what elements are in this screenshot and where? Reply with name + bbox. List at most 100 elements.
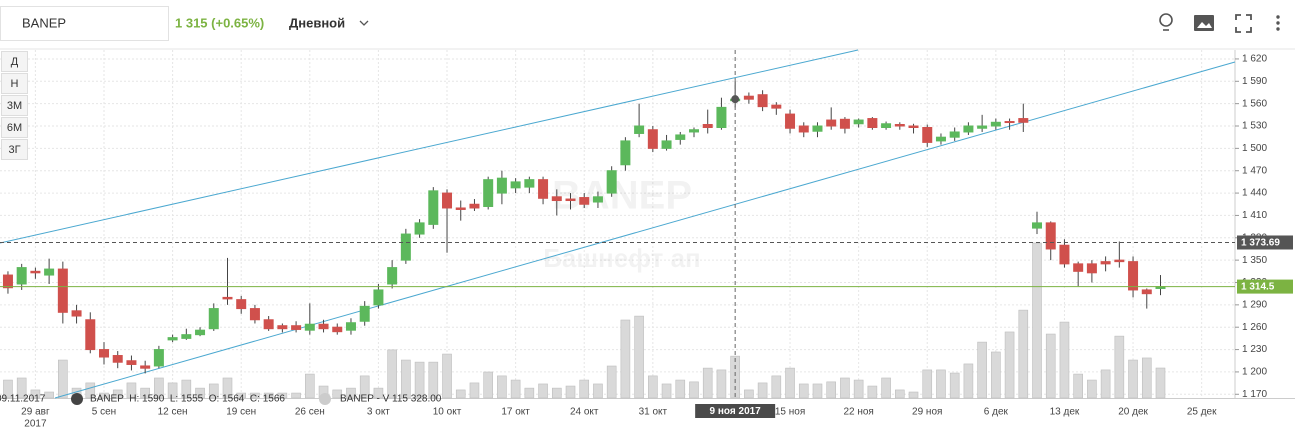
snapshot-icon[interactable] xyxy=(1194,15,1214,31)
volume-bar xyxy=(936,369,946,399)
candle-body xyxy=(208,308,219,330)
volume-bar xyxy=(1100,369,1111,399)
crosshair-point xyxy=(731,95,740,104)
range-button[interactable] xyxy=(1,73,28,94)
volume-bar xyxy=(538,383,548,399)
candle-body xyxy=(812,125,823,132)
volume-bar xyxy=(826,381,836,399)
y-tick-label: 1 560 xyxy=(1242,98,1267,109)
candle-body xyxy=(839,118,850,129)
candle-body xyxy=(1128,261,1139,291)
candle-body xyxy=(496,177,507,194)
volume-bar xyxy=(305,373,315,399)
idea-icon[interactable] xyxy=(1159,13,1173,31)
volume-bar xyxy=(222,377,233,399)
volume-bar xyxy=(85,382,96,399)
candle-body xyxy=(1018,118,1029,123)
range-button-label[interactable]: Н xyxy=(11,78,19,90)
crosshair-label-box xyxy=(695,404,776,418)
channel-line-lower[interactable] xyxy=(54,61,1236,399)
volume-bar xyxy=(1087,379,1097,399)
volume-bar xyxy=(167,382,178,399)
candle-body xyxy=(30,270,41,274)
candle-body xyxy=(716,106,727,128)
x-tick-label: 22 ноя xyxy=(843,407,873,418)
x-tick-label: 24 окт xyxy=(570,407,599,418)
range-button-label[interactable]: 6М xyxy=(7,122,22,134)
candle-body xyxy=(455,207,466,210)
volume-bar xyxy=(1032,242,1042,399)
range-button[interactable] xyxy=(1,117,28,138)
volume-bar xyxy=(785,367,795,399)
volume-bar xyxy=(744,389,754,399)
x-tick-label: 20 дек xyxy=(1118,407,1148,418)
channel-line-upper[interactable] xyxy=(0,49,859,244)
volume-bar xyxy=(3,379,13,399)
volume-bar xyxy=(401,359,411,399)
volume-bar xyxy=(977,341,987,399)
volume-bar xyxy=(332,389,343,399)
candle-body xyxy=(126,360,137,365)
y-tick-label: 1 410 xyxy=(1242,210,1267,221)
candle-body xyxy=(949,131,960,138)
volume-bar xyxy=(263,392,274,399)
candle-body xyxy=(908,125,919,128)
candle-body xyxy=(428,190,439,225)
candle-body xyxy=(1045,222,1056,250)
candle-body xyxy=(771,104,782,109)
price-line-label: 1 314.5 xyxy=(1241,282,1275,293)
y-tick-label: 1 530 xyxy=(1242,121,1267,132)
volume-bar xyxy=(840,377,850,399)
volume-bar xyxy=(922,369,933,399)
volume-bar xyxy=(908,391,919,399)
volume-bar xyxy=(689,381,699,399)
volume-bar xyxy=(1141,357,1152,399)
candle-body xyxy=(71,310,82,317)
y-tick-label: 1 470 xyxy=(1242,165,1267,176)
candle-body xyxy=(304,323,315,331)
volume-bar xyxy=(469,382,480,399)
candle-body xyxy=(1032,222,1043,229)
range-button[interactable] xyxy=(1,51,28,72)
range-button-label[interactable]: Д xyxy=(11,56,19,68)
y-tick-label: 1 200 xyxy=(1242,367,1267,378)
candle-body xyxy=(359,305,370,322)
volume-bar xyxy=(634,315,644,399)
symbol-input[interactable] xyxy=(0,6,169,41)
volume-bar xyxy=(991,351,1001,399)
candle-body xyxy=(565,198,576,202)
x-tick-label: 15 ноя xyxy=(775,407,805,418)
crosshair-label: 9 ноя 2017 xyxy=(710,406,762,417)
volume-bar xyxy=(30,389,41,399)
menu-icon[interactable] xyxy=(1276,15,1280,31)
volume-bar xyxy=(620,319,631,399)
candle-body xyxy=(16,267,27,285)
y-tick-label: 1 590 xyxy=(1242,76,1267,87)
range-button[interactable] xyxy=(1,139,28,160)
candle-body xyxy=(414,222,425,235)
volume-bar xyxy=(1004,331,1015,399)
volume-bar xyxy=(565,385,576,399)
candle-body xyxy=(57,268,68,313)
legend-ohlc: BANEP H: 1590 L: 1555 O: 1564 C: 1566 xyxy=(90,394,285,405)
volume-bar xyxy=(250,392,260,399)
candle-body xyxy=(524,179,535,188)
interval-select[interactable]: Дневной xyxy=(289,15,345,30)
y-tick-label: 1 620 xyxy=(1242,54,1267,65)
range-button[interactable] xyxy=(1,95,28,116)
candle-body xyxy=(263,319,274,330)
volume-bar xyxy=(1155,367,1166,399)
candle-body xyxy=(1114,259,1125,263)
x-tick-label: 3 окт xyxy=(367,407,390,418)
volume-bar xyxy=(867,385,878,399)
volume-bar xyxy=(510,379,521,399)
volume-bar xyxy=(387,349,397,399)
volume-bar xyxy=(895,389,905,399)
y-tick-label: 1 170 xyxy=(1242,389,1267,400)
volume-bar xyxy=(593,383,603,399)
range-button-label[interactable]: 3Г xyxy=(8,144,20,156)
range-button-label[interactable]: 3М xyxy=(7,100,22,112)
fullscreen-icon[interactable] xyxy=(1235,14,1252,33)
interval-chevron[interactable] xyxy=(359,20,369,26)
volume-bar xyxy=(181,379,192,399)
